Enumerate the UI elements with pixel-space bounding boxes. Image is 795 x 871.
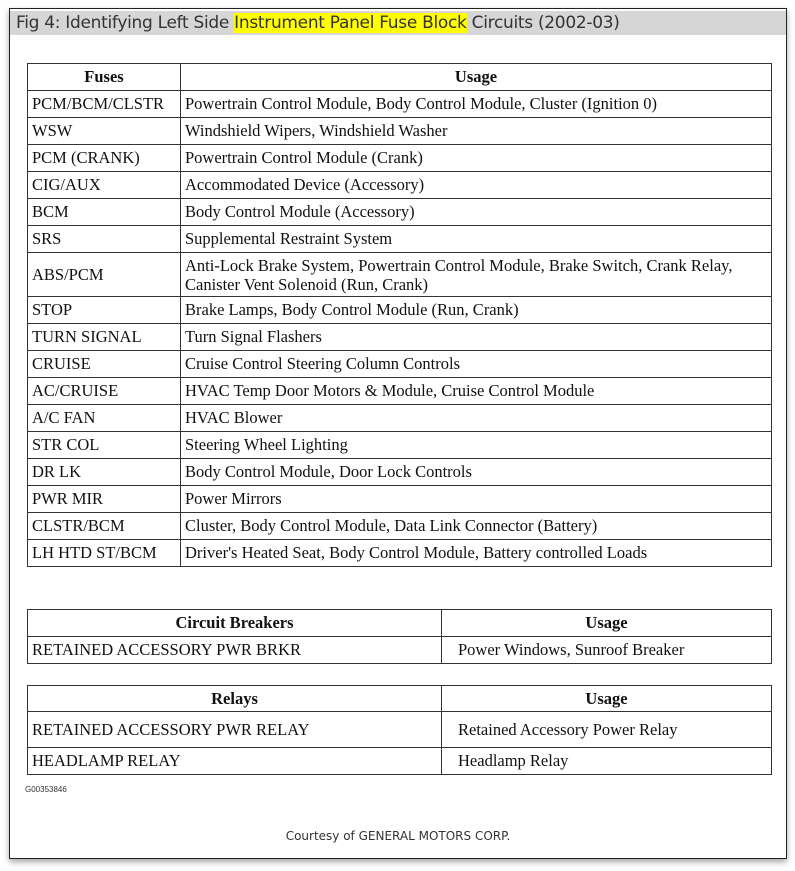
table-row: TURN SIGNAL Turn Signal Flashers [27,323,772,351]
fuse-usage: Body Control Module, Door Lock Controls [180,458,772,486]
table-row: SRS Supplemental Restraint System [27,225,772,253]
table-row: STOP Brake Lamps, Body Control Module (Ru… [27,296,772,324]
column-header-fuses: Fuses [27,63,181,91]
fuse-usage: Windshield Wipers, Windshield Washer [180,117,772,145]
table-row: STR COL Steering Wheel Lighting [27,431,772,459]
table-row: DR LK Body Control Module, Door Lock Cont… [27,458,772,486]
courtesy-caption: Courtesy of GENERAL MOTORS CORP. [285,829,511,843]
fuse-name: PCM/BCM/CLSTR [27,90,181,118]
table-row: RETAINED ACCESSORY PWR BRKR Power Window… [27,636,772,664]
fuse-name: BCM [27,198,181,226]
fuse-usage: Body Control Module (Accessory) [180,198,772,226]
column-header-relays: Relays [27,685,442,712]
table-row: ABS/PCM Anti-Lock Brake System, Powertrai… [27,252,772,297]
column-header-usage: Usage [441,685,772,712]
table-row: AC/CRUISE HVAC Temp Door Motors & Module,… [27,377,772,405]
table-row: PCM/BCM/CLSTR Powertrain Control Module, … [27,90,772,118]
fuse-name: AC/CRUISE [27,377,181,405]
fuse-name: PCM (CRANK) [27,144,181,172]
fuse-usage: Supplemental Restraint System [180,225,772,253]
fuse-name: TURN SIGNAL [27,323,181,351]
fuse-usage: HVAC Temp Door Motors & Module, Cruise C… [180,377,772,405]
fuse-usage: Cluster, Body Control Module, Data Link … [180,512,772,540]
fuse-name: PWR MIR [27,485,181,513]
figure-title: Fig 4: Identifying Left Side Instrument … [10,11,786,35]
fuse-usage: Accommodated Device (Accessory) [180,171,772,199]
circuit-breakers-table: Circuit Breakers Usage RETAINED ACCESSOR… [27,609,772,664]
relays-table: Relays Usage RETAINED ACCESSORY PWR RELA… [27,685,772,775]
table-row: A/C FAN HVAC Blower [27,404,772,432]
fuse-usage: Anti-Lock Brake System, Powertrain Contr… [180,252,772,297]
fuse-usage: Brake Lamps, Body Control Module (Run, C… [180,296,772,324]
title-highlight: Instrument Panel Fuse Block [234,13,467,33]
fuse-usage: Steering Wheel Lighting [180,431,772,459]
column-header-usage: Usage [441,609,772,637]
fuse-name: CIG/AUX [27,171,181,199]
fuse-name: ABS/PCM [27,252,181,297]
table-row: RETAINED ACCESSORY PWR RELAY Retained Ac… [27,711,772,748]
table-row: PWR MIR Power Mirrors [27,485,772,513]
relay-usage: Headlamp Relay [441,747,772,775]
relay-name: RETAINED ACCESSORY PWR RELAY [27,711,442,748]
relay-name: HEADLAMP RELAY [27,747,442,775]
fuse-usage: Powertrain Control Module (Crank) [180,144,772,172]
figure-frame: Fig 4: Identifying Left Side Instrument … [9,8,787,859]
title-suffix: Circuits (2002-03) [466,13,620,33]
fuse-usage: HVAC Blower [180,404,772,432]
table-row: HEADLAMP RELAY Headlamp Relay [27,747,772,775]
title-prefix: Fig 4: Identifying Left Side [16,13,235,33]
fuse-name: A/C FAN [27,404,181,432]
fuse-name: STR COL [27,431,181,459]
fuse-name: STOP [27,296,181,324]
fuse-usage: Powertrain Control Module, Body Control … [180,90,772,118]
table-row: CRUISE Cruise Control Steering Column Con… [27,350,772,378]
breaker-name: RETAINED ACCESSORY PWR BRKR [27,636,442,664]
table-row: CLSTR/BCM Cluster, Body Control Module, D… [27,512,772,540]
relay-usage: Retained Accessory Power Relay [441,711,772,748]
fuse-usage: Turn Signal Flashers [180,323,772,351]
table-row: CIG/AUX Accommodated Device (Accessory) [27,171,772,199]
table-row: PCM (CRANK) Powertrain Control Module (Cr… [27,144,772,172]
table-row: WSW Windshield Wipers, Windshield Washer [27,117,772,145]
fuse-usage: Power Mirrors [180,485,772,513]
fuse-name: WSW [27,117,181,145]
fuse-name: SRS [27,225,181,253]
fuse-name: CRUISE [27,350,181,378]
fuse-usage: Driver's Heated Seat, Body Control Modul… [180,539,772,567]
fuse-name: LH HTD ST/BCM [27,539,181,567]
fuse-usage: Cruise Control Steering Column Controls [180,350,772,378]
table-row: LH HTD ST/BCM Driver's Heated Seat, Body … [27,539,772,567]
fuse-name: DR LK [27,458,181,486]
column-header-usage: Usage [180,63,772,91]
fuses-table: Fuses Usage PCM/BCM/CLSTR Powertrain Cont… [27,63,772,567]
column-header-circuit-breakers: Circuit Breakers [27,609,442,637]
figure-id: G00353846 [25,785,67,794]
table-row: BCM Body Control Module (Accessory) [27,198,772,226]
fuse-name: CLSTR/BCM [27,512,181,540]
breaker-usage: Power Windows, Sunroof Breaker [441,636,772,664]
